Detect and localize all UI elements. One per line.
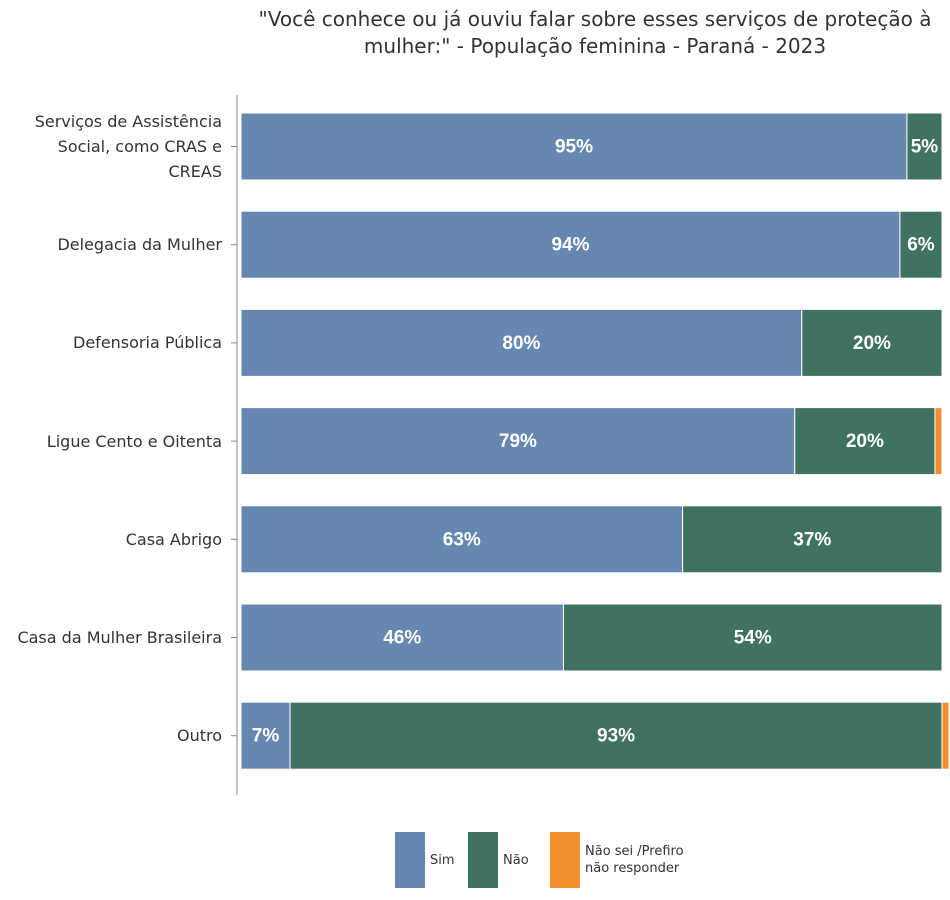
bar-segment [240,112,908,181]
data-label: 5% [911,137,939,158]
data-label: 94% [551,235,589,256]
bar-segment [562,603,943,672]
data-label: 80% [502,333,540,354]
chart-title: "Você conhece ou já ouviu falar sobre es… [258,7,932,58]
bar-segment [240,505,684,574]
bar-segment [682,505,943,574]
y-tick-label: Ligue Cento e Oitenta [46,431,222,451]
data-label: 20% [853,333,891,354]
bar-segment [899,210,943,279]
data-label: 79% [499,431,537,452]
data-label: 54% [734,628,772,649]
bar-segment [794,407,936,476]
y-tick-label: Casa da Mulher Brasileira [17,628,222,647]
y-tick-label: Defensoria Pública [73,333,222,353]
bar-segment [240,701,291,770]
bar-segment [240,308,803,377]
bar-segment [801,308,943,377]
data-label: 37% [793,529,831,550]
data-label: 95% [555,137,593,158]
legend-swatch [550,832,580,888]
legend-swatch [468,832,498,888]
bar-segment [934,407,943,476]
legend-label: Sim [430,852,455,868]
legend-label: Não sei /Prefiro não responder [585,844,684,876]
legend-label: Não [503,852,529,868]
data-label: 6% [907,235,935,256]
legend-swatch [395,832,425,888]
data-label: 20% [846,431,884,452]
y-tick-label: Delegacia da Mulher [57,235,222,255]
y-tick-label: Outro [176,726,222,746]
data-label: 63% [443,529,481,550]
bar-segment [941,701,950,770]
data-label: 93% [597,726,635,747]
data-label: 46% [383,628,421,649]
bar-segment [906,112,943,181]
data-label: 7% [252,726,280,747]
bar-segment [289,701,943,770]
y-tick-label: Serviços de Assistência Social, como CRA… [34,112,222,181]
bar-segment [240,603,564,672]
y-tick-label: Casa Abrigo [125,529,222,549]
